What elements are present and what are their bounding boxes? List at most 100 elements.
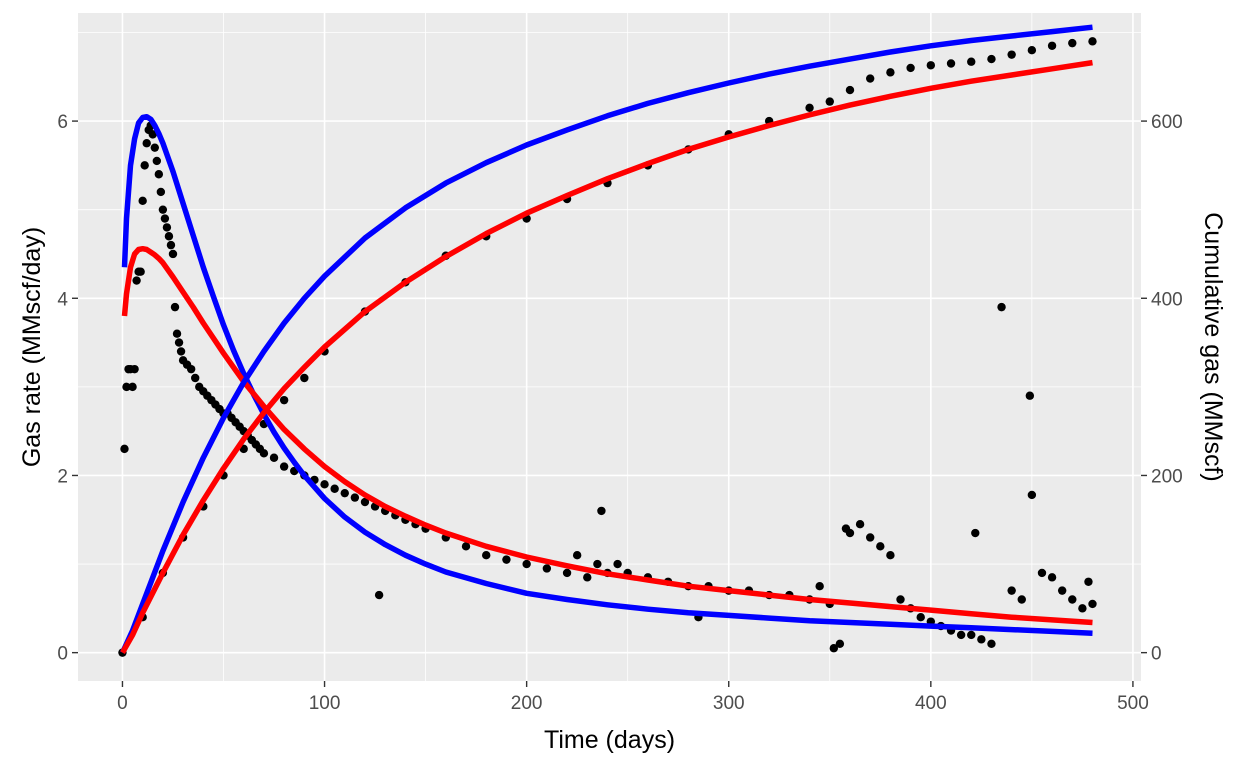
data-point	[160, 214, 170, 223]
data-point	[896, 595, 905, 604]
data-point	[1047, 573, 1057, 582]
data-point	[154, 170, 164, 179]
data-point	[350, 493, 360, 502]
data-point	[597, 506, 606, 516]
y-right-tick-label: 600	[1151, 112, 1183, 133]
data-point	[886, 68, 895, 77]
data-point	[1078, 604, 1087, 613]
x-tick-label: 400	[915, 693, 947, 714]
data-point	[122, 382, 131, 392]
y-right-tick-label: 0	[1151, 644, 1162, 665]
data-point	[259, 449, 269, 458]
data-point	[330, 484, 339, 493]
data-point	[142, 139, 151, 148]
data-point	[340, 488, 349, 498]
data-point	[120, 444, 129, 454]
data-point	[176, 347, 186, 356]
y-left-tick-label: 4	[57, 289, 68, 310]
data-point	[279, 395, 289, 405]
data-point	[926, 61, 936, 70]
data-marks	[118, 24, 1097, 657]
data-point	[916, 613, 925, 622]
data-point	[825, 97, 834, 106]
x-tick-label: 300	[713, 693, 745, 714]
data-point	[132, 276, 141, 285]
x-tick-label: 100	[309, 693, 341, 714]
data-point	[269, 453, 279, 462]
data-point	[1037, 568, 1047, 578]
data-point	[971, 528, 980, 538]
data-point	[158, 205, 168, 214]
data-point	[172, 329, 182, 338]
y-right-tick-label: 400	[1151, 289, 1183, 310]
y-left-tick-label: 6	[57, 112, 68, 133]
x-tick-label: 500	[1117, 693, 1149, 714]
data-point	[865, 74, 875, 83]
data-point	[865, 533, 875, 542]
data-point	[164, 232, 174, 241]
blue-fit-line-right	[119, 24, 1093, 654]
data-point	[166, 240, 176, 250]
data-point	[140, 161, 149, 170]
data-point	[300, 373, 309, 383]
data-point	[162, 223, 172, 232]
x-tick-label: 0	[117, 693, 128, 714]
data-point	[835, 639, 845, 648]
data-point	[156, 187, 166, 197]
data-point	[279, 462, 289, 471]
data-point	[855, 519, 865, 529]
data-point	[186, 364, 196, 374]
data-point	[1047, 41, 1057, 50]
data-point	[148, 130, 157, 139]
y-left-tick-label: 0	[57, 644, 68, 665]
data-point	[320, 480, 329, 489]
data-point	[360, 497, 370, 507]
data-point	[542, 564, 552, 573]
data-point	[128, 382, 137, 392]
data-point	[967, 630, 976, 640]
data-point	[876, 542, 885, 551]
red-fit-line-right	[120, 59, 1093, 654]
y-left-tick-label: 2	[57, 466, 68, 487]
data-point	[1088, 599, 1097, 609]
data-point	[815, 582, 824, 591]
data-point	[1088, 37, 1097, 46]
data-point	[136, 267, 145, 276]
axes: 0 100 200 300 400 500 0 2 4 6 0 200 400 600	[57, 112, 1182, 714]
data-point	[1027, 490, 1037, 500]
data-point	[482, 550, 491, 560]
data-point	[583, 573, 592, 582]
data-point	[1025, 391, 1035, 400]
data-point	[906, 63, 915, 73]
data-point	[593, 559, 602, 569]
data-point	[997, 302, 1006, 312]
data-point	[805, 103, 814, 112]
data-point	[987, 54, 996, 64]
blue-fit-line-left	[121, 113, 1093, 636]
data-point	[1068, 595, 1077, 604]
data-point	[130, 364, 139, 374]
data-point	[845, 85, 855, 95]
data-point	[152, 156, 162, 166]
y-left-axis-title: Gas rate (MMscf/day)	[18, 227, 46, 467]
data-point	[967, 57, 976, 66]
data-point	[168, 249, 178, 259]
x-tick-label: 200	[511, 693, 543, 714]
y-right-axis-title: Cumulative gas (MMscf)	[1199, 212, 1227, 482]
data-point	[1057, 586, 1067, 595]
data-point	[174, 338, 184, 347]
red-fit-line-left	[121, 245, 1093, 626]
data-point	[170, 302, 180, 312]
data-point	[572, 550, 582, 560]
data-point	[829, 644, 839, 653]
data-point	[613, 559, 622, 569]
data-point	[374, 590, 384, 600]
data-point	[845, 528, 855, 538]
data-point	[946, 59, 956, 68]
data-point	[522, 559, 531, 569]
data-point	[502, 555, 511, 564]
data-point	[1007, 50, 1016, 59]
data-point	[461, 542, 471, 551]
data-point	[1027, 46, 1037, 55]
